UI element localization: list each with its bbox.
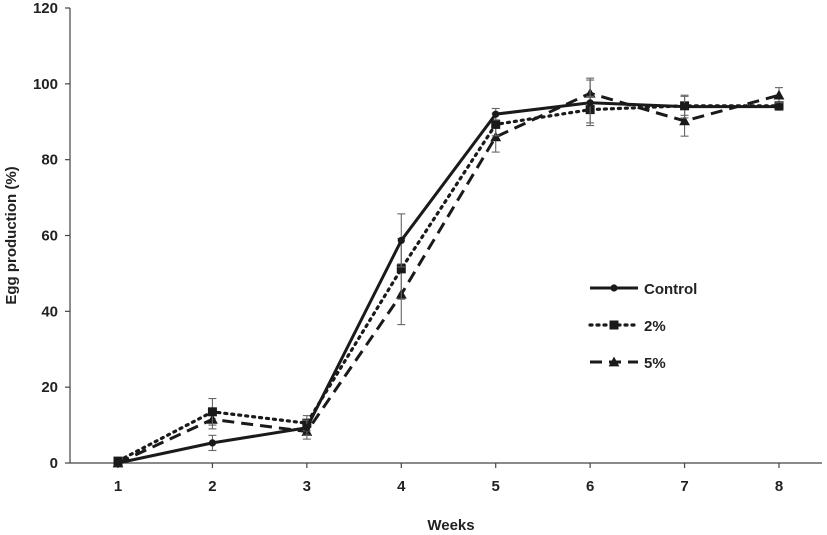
series-line [117,101,779,465]
legend-label: Control [644,281,697,298]
legend: Control 2% 5% [588,281,697,372]
y-tick-label: 20 [41,379,58,396]
data-point [775,102,783,111]
x-tick-label: 5 [492,478,500,495]
y-tick-label: 80 [41,152,58,169]
x-tick-label: 1 [114,478,122,495]
data-point [680,102,689,111]
data-point [303,424,311,432]
x-tick-label: 2 [208,478,216,495]
y-tick-label: 0 [50,455,58,472]
y-tick-label: 120 [33,0,58,17]
legend-label: 2% [644,318,666,335]
legend-label: 5% [644,355,666,372]
data-point [397,236,405,245]
x-tick-label: 6 [586,478,594,495]
x-tick-label: 4 [397,478,406,495]
data-point [114,459,122,467]
data-point [492,110,500,118]
legend-marker [609,320,619,330]
x-axis-ticks: 1 2 3 4 5 6 7 8 [114,463,783,495]
data-point [679,115,690,126]
legend-marker [610,284,618,292]
legend-marker [608,356,620,367]
legend-item: 5% [590,355,666,372]
x-axis-title: Weeks [427,517,474,534]
series-control [114,79,783,467]
x-tick-label: 7 [680,478,688,495]
legend-item: 2% [588,318,666,335]
data-point [773,89,785,100]
data-point [207,407,217,417]
y-tick-label: 100 [33,76,58,93]
data-point [586,99,594,107]
series-line [117,91,780,465]
axes [69,8,822,464]
y-tick-label: 60 [41,228,58,245]
y-axis-ticks: 0 20 40 60 80 100 120 [33,0,70,472]
data-point [396,264,406,274]
legend-item: Control [590,281,697,298]
data-point [491,119,501,129]
data-point [490,131,502,142]
x-tick-label: 8 [775,478,783,495]
y-tick-label: 40 [41,303,58,320]
y-axis-title: Egg production (%) [3,166,20,304]
data-point [208,439,217,447]
x-tick-label: 3 [303,478,311,495]
series-layer [112,77,785,468]
